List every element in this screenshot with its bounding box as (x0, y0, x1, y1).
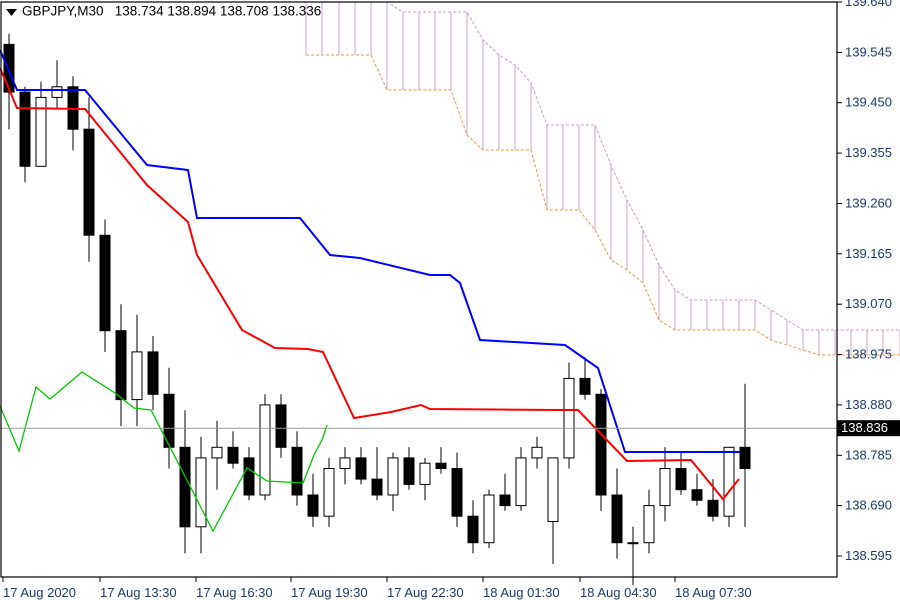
svg-text:138.785: 138.785 (845, 447, 892, 462)
svg-text:17 Aug 19:30: 17 Aug 19:30 (291, 585, 368, 600)
svg-text:138.595: 138.595 (845, 548, 892, 563)
svg-text:17 Aug 22:30: 17 Aug 22:30 (387, 585, 464, 600)
svg-text:138.880: 138.880 (845, 397, 892, 412)
svg-text:138.836: 138.836 (841, 420, 888, 435)
svg-text:18 Aug 07:30: 18 Aug 07:30 (675, 585, 752, 600)
svg-text:17 Aug 16:30: 17 Aug 16:30 (196, 585, 273, 600)
svg-text:18 Aug 01:30: 18 Aug 01:30 (483, 585, 560, 600)
svg-text:139.355: 139.355 (845, 145, 892, 160)
svg-text:138.690: 138.690 (845, 498, 892, 513)
svg-text:139.165: 139.165 (845, 246, 892, 261)
svg-text:GBPJPY,M30 138.734 138.894 1: GBPJPY,M30 138.734 138.894 138.708 138.3… (22, 4, 321, 19)
svg-text:139.545: 139.545 (845, 44, 892, 59)
svg-text:139.070: 139.070 (845, 296, 892, 311)
svg-text:17 Aug 13:30: 17 Aug 13:30 (100, 585, 177, 600)
svg-text:139.640: 139.640 (845, 0, 892, 9)
svg-text:18 Aug 04:30: 18 Aug 04:30 (580, 585, 657, 600)
svg-text:139.450: 139.450 (845, 95, 892, 110)
svg-text:138.975: 138.975 (845, 347, 892, 362)
svg-text:139.260: 139.260 (845, 196, 892, 211)
svg-text:17 Aug 2020: 17 Aug 2020 (3, 585, 76, 600)
